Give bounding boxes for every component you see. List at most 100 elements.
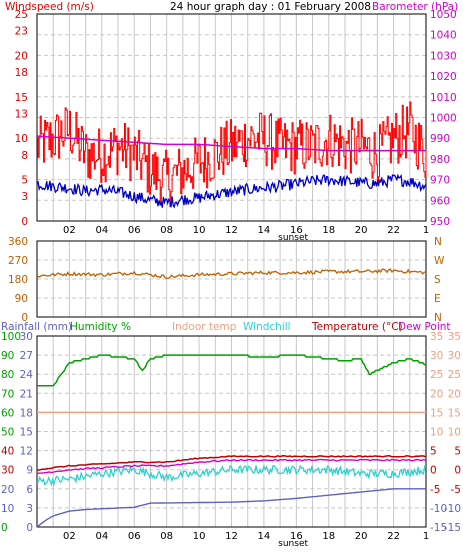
temperature-tick-b: 15	[448, 407, 461, 419]
temperature-tick-a: 25	[430, 369, 443, 381]
tick-label: 960	[430, 195, 450, 207]
temperature-tick-a: -5	[430, 484, 440, 496]
compass-label: N	[434, 236, 442, 248]
tick-label: 10	[15, 133, 28, 145]
temperature-tick-b: -5	[451, 484, 461, 496]
tick-label: 90	[15, 293, 28, 305]
x-tick-label: 10	[193, 225, 206, 236]
tick-label: 18	[15, 67, 28, 79]
humidity-tick: 10	[1, 503, 14, 515]
x-tick-label: 02	[63, 531, 76, 542]
bottom-x-axis: 02 04 06 08 10 12 14 16 18 20 22 1 sunset	[63, 531, 429, 549]
tick-label: 180	[8, 274, 28, 286]
temperature-tick-a: 0	[430, 465, 437, 477]
x-tick-label: 04	[95, 225, 108, 236]
windchill-series	[36, 464, 427, 487]
x-tick-label: 16	[290, 531, 303, 542]
humidity-tick: 20	[1, 484, 14, 496]
top-left-axis: 0 3 5 8 10 13 15 18 20 23 25	[15, 9, 28, 228]
tick-label: 8	[21, 150, 28, 162]
wind-direction-series	[36, 268, 426, 280]
bottom-grid	[36, 335, 427, 528]
x-tick-label: 22	[387, 531, 400, 542]
tick-label: 23	[15, 26, 28, 38]
mid-left-axis: 0 90 180 270 360	[8, 236, 28, 324]
top-plot-border	[36, 13, 427, 222]
x-tick-label: 06	[128, 225, 141, 236]
x-tick-label: 12	[225, 531, 238, 542]
x-tick-label: 18	[322, 225, 335, 236]
compass-label: E	[434, 293, 441, 305]
tick-label: 13	[15, 108, 28, 120]
mid-plot-border	[36, 240, 427, 318]
tick-label: 3	[21, 191, 28, 203]
tick-label: 0	[21, 312, 28, 324]
temperature-tick-b: 10	[448, 427, 461, 439]
temperature-tick-a: 15	[430, 407, 443, 419]
x-tick-label: 20	[355, 531, 368, 542]
temperature-tick-b: 0	[454, 465, 461, 477]
windchill-label: Windchill	[243, 321, 291, 333]
temperature-tick-a: 5	[430, 446, 437, 458]
rainfall-label: Rainfall (mm)	[1, 321, 72, 333]
temperature-tick-b: 20	[448, 388, 461, 400]
humidity-tick: 30	[1, 465, 14, 477]
dew-point-label: Dew Point	[398, 321, 451, 333]
barometer-series	[36, 135, 426, 152]
compass-label: N	[434, 312, 442, 324]
tick-label: 950	[430, 216, 450, 228]
sunset-label: sunset	[278, 539, 308, 549]
x-tick-label: 08	[160, 531, 173, 542]
windspeed-label: Windspeed (m/s)	[5, 1, 94, 13]
windspeed-series	[37, 101, 427, 208]
temperature-tick-b: -10	[444, 503, 461, 515]
x-tick-label: 06	[128, 531, 141, 542]
x-tick-label: 10	[193, 531, 206, 542]
temperature-tick-b: 25	[448, 369, 461, 381]
temperature-tick-a: 35	[430, 331, 443, 343]
x-tick-label: 22	[387, 225, 400, 236]
tick-label: 15	[15, 92, 28, 104]
compass-label: S	[434, 274, 441, 286]
x-tick-label: 14	[258, 225, 271, 236]
rain-tick: 12	[20, 446, 33, 458]
humidity-tick: 40	[1, 446, 14, 458]
top-series	[36, 101, 427, 209]
rainfall-series	[36, 488, 426, 528]
sunset-label: sunset	[278, 233, 308, 243]
temperature-tick-a: -15	[430, 522, 447, 534]
rain-tick: 30	[20, 331, 33, 343]
x-tick-label: 14	[258, 531, 271, 542]
barometer-label: Barometer (hPa)	[372, 1, 458, 13]
humidity-series	[37, 354, 426, 387]
x-tick-label: 04	[95, 531, 108, 542]
rain-tick: 27	[20, 350, 33, 362]
tick-label: 980	[430, 154, 450, 166]
humidity-tick: 70	[1, 388, 14, 400]
tick-label: 5	[21, 175, 28, 187]
x-tick-label: 02	[63, 225, 76, 236]
rain-tick: 15	[20, 427, 33, 439]
humidity-tick: 50	[1, 427, 14, 439]
chart-title: 24 hour graph day : 01 February 2008	[170, 1, 371, 13]
temperature-tick-b: 5	[454, 446, 461, 458]
rain-tick: 6	[26, 484, 33, 496]
bottom-series	[36, 354, 427, 528]
tick-label: 1040	[430, 30, 457, 42]
x-tick-label: 1	[423, 531, 429, 542]
compass-label: W	[434, 255, 445, 267]
tick-label: 360	[8, 236, 28, 248]
tick-label: 1000	[430, 113, 457, 125]
temperature-series	[37, 454, 427, 471]
tick-label: 1020	[430, 71, 457, 83]
humidity-tick: 80	[1, 369, 14, 381]
humidity-tick: 0	[1, 522, 8, 534]
bottom-right-axis: -15-15 -10-10 -5 -5 0 0 5 5 10 10 15 15 20 20 25 25 30 30…	[430, 331, 461, 534]
x-tick-label: 1	[423, 225, 429, 236]
humidity-tick: 100	[1, 331, 21, 343]
top-right-axis: 950 960 970 980 990 1000 1010 1020 1030 1040 1050	[430, 9, 457, 228]
tick-label: 1050	[430, 9, 457, 21]
